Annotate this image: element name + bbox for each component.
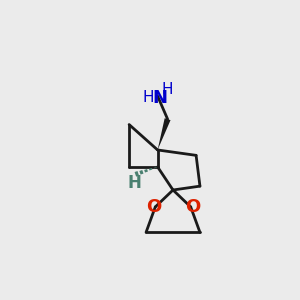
- Text: H: H: [128, 174, 141, 192]
- Polygon shape: [158, 118, 170, 150]
- Text: N: N: [152, 88, 167, 106]
- Text: H: H: [142, 90, 154, 105]
- Text: H: H: [161, 82, 172, 98]
- Text: O: O: [146, 198, 161, 216]
- Text: O: O: [184, 198, 200, 216]
